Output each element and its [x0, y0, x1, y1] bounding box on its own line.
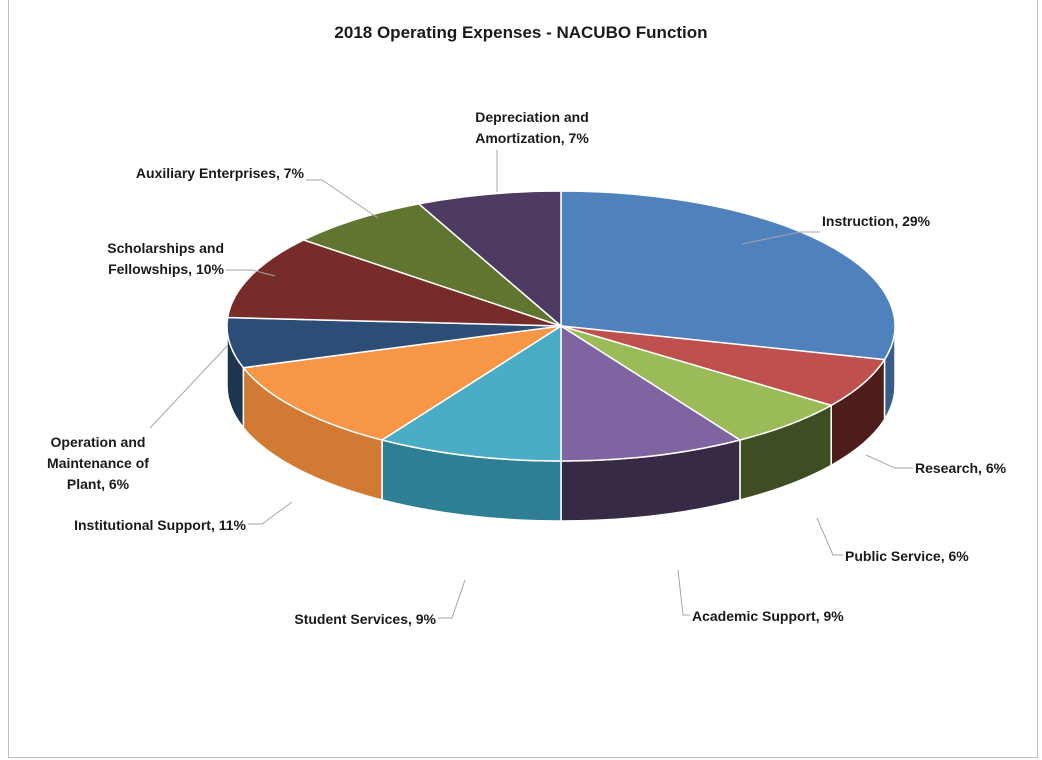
- pie-slice-public-service-6: [560, 325, 834, 441]
- pie-slice-student-services-9: [380, 324, 562, 462]
- data-label-auxiliary-enterprises-7: Auxiliary Enterprises, 7%: [136, 165, 305, 181]
- leader-line-operation-and-maintenance-of-plant-6: [149, 344, 229, 429]
- leader-line-instruction-29: [741, 231, 820, 245]
- chart-title: 2018 Operating Expenses - NACUBO Functio…: [334, 23, 708, 42]
- pie-tops: [226, 190, 896, 462]
- pie-slice-research-6: [560, 325, 886, 407]
- data-label-operation-and-maintenance-of-plant-6: Operation and Maintenance of Plant, 6%: [47, 434, 149, 492]
- leader-lines: [149, 150, 913, 619]
- data-label-institutional-support-11: Institutional Support, 11%: [74, 517, 246, 533]
- pie-slice-institutional-support-11: [241, 325, 562, 441]
- leader-line-research-6: [865, 454, 913, 469]
- pie-slice-scholarships-and-fellowships-10: [226, 239, 562, 327]
- data-label-public-service-6: Public Service, 6%: [845, 548, 969, 564]
- data-label-student-services-9: Student Services, 9%: [294, 611, 436, 627]
- pie-slice-depreciation-and-amortization-7: [417, 190, 562, 328]
- pie-slice-auxiliary-enterprises-7: [301, 203, 562, 327]
- pie-slice-operation-and-maintenance-of-plant-6: [226, 316, 562, 369]
- pie-slice-academic-support-9: [560, 324, 742, 462]
- data-label-instruction-29: Instruction, 29%: [822, 213, 931, 229]
- leader-line-student-services-9: [438, 579, 466, 619]
- data-label-academic-support-9: Academic Support, 9%: [692, 608, 844, 624]
- leader-line-auxiliary-enterprises-7: [306, 179, 379, 219]
- slice-labels: Instruction, 29% Research, 6% Public Servi…: [47, 109, 1007, 627]
- leader-line-academic-support-9: [677, 569, 690, 616]
- leader-line-scholarships-and-fellowships-10: [226, 269, 276, 277]
- leader-line-public-service-6: [816, 517, 843, 556]
- data-label-scholarships-and-fellowships-10: Scholarships and Fellowships, 10%: [107, 240, 224, 277]
- data-label-research-6: Research, 6%: [915, 460, 1007, 476]
- pie-slice-instruction-29: [560, 190, 896, 361]
- data-label-depreciation-and-amortization-7: Depreciation and Amortization, 7%: [475, 109, 589, 146]
- leader-line-institutional-support-11: [248, 501, 293, 525]
